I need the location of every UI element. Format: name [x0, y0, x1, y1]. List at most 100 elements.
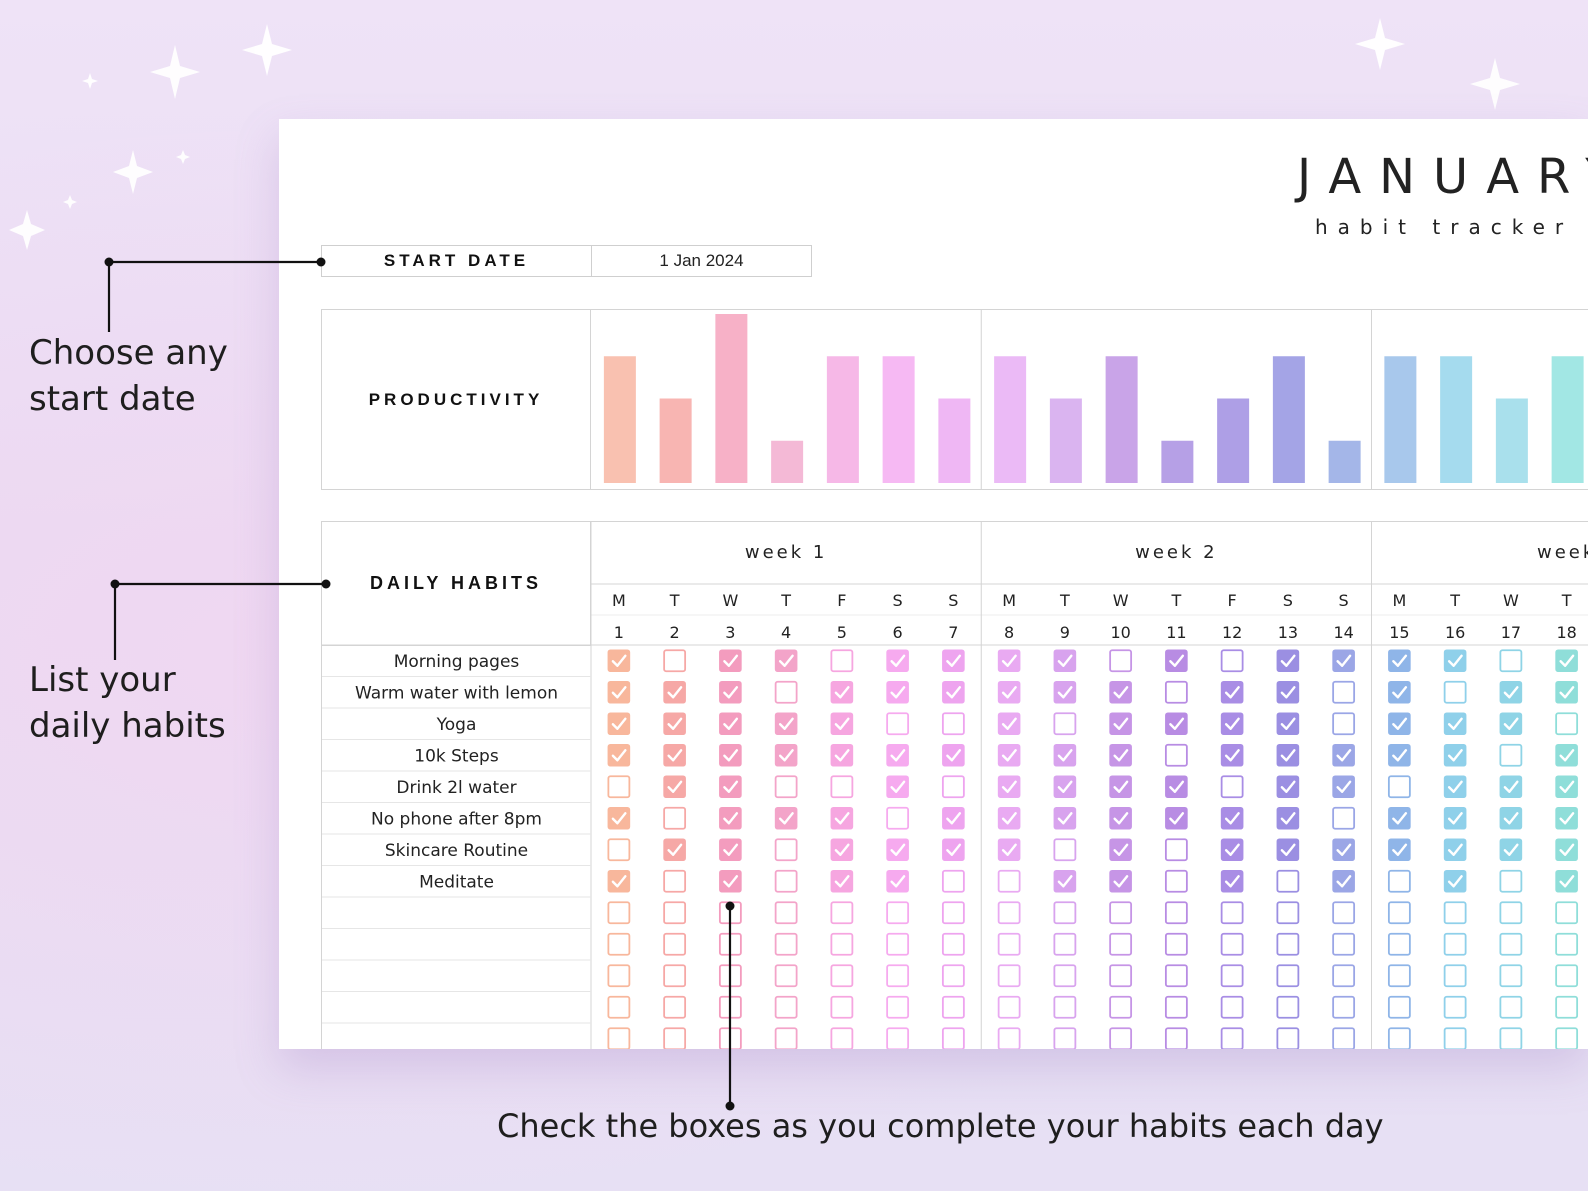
habit-checkbox[interactable] — [941, 869, 965, 893]
habit-checkbox[interactable] — [774, 932, 798, 956]
productivity-bar[interactable] — [603, 356, 636, 483]
habit-checkbox[interactable] — [997, 649, 1021, 673]
habit-checkbox[interactable] — [886, 869, 909, 893]
habit-checkbox[interactable] — [663, 901, 687, 925]
habit-checkbox[interactable] — [830, 743, 854, 767]
habit-checkbox[interactable] — [607, 901, 631, 925]
productivity-bar[interactable] — [994, 356, 1027, 483]
habit-checkbox[interactable] — [719, 838, 742, 862]
productivity-bar[interactable] — [1384, 356, 1417, 483]
habit-checkbox[interactable] — [1443, 932, 1467, 956]
start-date-field[interactable]: 1 Jan 2024 — [659, 251, 744, 270]
habit-checkbox[interactable] — [663, 932, 687, 956]
habit-checkbox[interactable] — [1387, 1027, 1411, 1049]
habit-checkbox[interactable] — [886, 806, 910, 830]
habit-checkbox[interactable] — [997, 680, 1021, 704]
habit-checkbox[interactable] — [1499, 680, 1523, 704]
habit-checkbox[interactable] — [774, 838, 798, 862]
habit-checkbox[interactable] — [1276, 649, 1300, 673]
habit-checkbox[interactable] — [607, 1027, 631, 1049]
habit-checkbox[interactable] — [1053, 901, 1077, 925]
habit-checkbox[interactable] — [1499, 838, 1523, 862]
habit-checkbox[interactable] — [1443, 964, 1467, 988]
habit-checkbox[interactable] — [1555, 838, 1578, 862]
habit-checkbox[interactable] — [719, 680, 742, 704]
habit-checkbox[interactable] — [719, 869, 742, 893]
habit-checkbox[interactable] — [1443, 806, 1467, 830]
habit-checkbox[interactable] — [718, 932, 742, 956]
habit-checkbox[interactable] — [774, 1027, 798, 1049]
habit-checkbox[interactable] — [719, 712, 742, 736]
habit-checkbox[interactable] — [1443, 712, 1467, 736]
habit-checkbox[interactable] — [1388, 806, 1411, 830]
habit-checkbox[interactable] — [886, 838, 909, 862]
habit-checkbox[interactable] — [1220, 743, 1244, 767]
habit-checkbox[interactable] — [1499, 964, 1523, 988]
habit-checkbox[interactable] — [1388, 649, 1411, 673]
habit-checkbox[interactable] — [1164, 838, 1188, 862]
habit-checkbox[interactable] — [1388, 680, 1411, 704]
habit-checkbox[interactable] — [886, 775, 909, 799]
habit-checkbox[interactable] — [607, 838, 631, 862]
habit-checkbox[interactable] — [1220, 680, 1244, 704]
habit-checkbox[interactable] — [607, 649, 631, 673]
productivity-bar[interactable] — [826, 356, 859, 483]
productivity-bar[interactable] — [771, 440, 804, 483]
habit-name[interactable]: Drink 2l water — [396, 778, 516, 798]
productivity-bar[interactable] — [938, 398, 971, 484]
habit-checkbox[interactable] — [774, 680, 798, 704]
habit-checkbox[interactable] — [1555, 932, 1579, 956]
habit-checkbox[interactable] — [774, 869, 798, 893]
habit-checkbox[interactable] — [1220, 995, 1244, 1019]
habit-checkbox[interactable] — [1332, 680, 1356, 704]
habit-name[interactable]: No phone after 8pm — [371, 809, 542, 829]
habit-checkbox[interactable] — [1388, 743, 1411, 767]
productivity-bar[interactable] — [1217, 398, 1250, 484]
habit-checkbox[interactable] — [830, 775, 854, 799]
habit-checkbox[interactable] — [663, 806, 687, 830]
habit-checkbox[interactable] — [830, 995, 854, 1019]
productivity-bar[interactable] — [715, 314, 748, 483]
productivity-bar[interactable] — [882, 356, 915, 483]
habit-checkbox[interactable] — [774, 712, 798, 736]
habit-checkbox[interactable] — [1109, 901, 1133, 925]
habit-checkbox[interactable] — [1276, 838, 1300, 862]
habit-checkbox[interactable] — [830, 901, 854, 925]
habit-checkbox[interactable] — [886, 1027, 910, 1049]
habit-checkbox[interactable] — [663, 869, 687, 893]
habit-checkbox[interactable] — [941, 995, 965, 1019]
habit-checkbox[interactable] — [1165, 712, 1188, 736]
habit-checkbox[interactable] — [1164, 743, 1188, 767]
habit-checkbox[interactable] — [1109, 869, 1132, 893]
habit-checkbox[interactable] — [1443, 869, 1467, 893]
habit-checkbox[interactable] — [1443, 649, 1467, 673]
habit-checkbox[interactable] — [1276, 743, 1300, 767]
habit-checkbox[interactable] — [886, 901, 910, 925]
habit-checkbox[interactable] — [942, 838, 965, 862]
habit-checkbox[interactable] — [718, 901, 742, 925]
habit-checkbox[interactable] — [886, 649, 909, 673]
productivity-bar[interactable] — [1440, 356, 1473, 483]
habit-checkbox[interactable] — [941, 964, 965, 988]
habit-checkbox[interactable] — [1053, 995, 1077, 1019]
habit-checkbox[interactable] — [1053, 964, 1077, 988]
habit-checkbox[interactable] — [942, 743, 965, 767]
habit-checkbox[interactable] — [1387, 995, 1411, 1019]
habit-name[interactable]: Warm water with lemon — [355, 683, 558, 703]
habit-checkbox[interactable] — [1109, 806, 1132, 830]
productivity-bar[interactable] — [1328, 440, 1361, 483]
habit-checkbox[interactable] — [607, 712, 631, 736]
habit-checkbox[interactable] — [997, 712, 1021, 736]
habit-checkbox[interactable] — [1053, 649, 1077, 673]
habit-name[interactable]: Meditate — [419, 872, 494, 892]
habit-checkbox[interactable] — [1220, 806, 1244, 830]
habit-checkbox[interactable] — [1555, 712, 1579, 736]
habit-checkbox[interactable] — [1387, 964, 1411, 988]
habit-checkbox[interactable] — [1499, 932, 1523, 956]
habit-checkbox[interactable] — [1109, 712, 1132, 736]
habit-checkbox[interactable] — [1220, 838, 1244, 862]
habit-checkbox[interactable] — [663, 680, 686, 704]
habit-checkbox[interactable] — [830, 680, 854, 704]
habit-checkbox[interactable] — [997, 869, 1021, 893]
habit-checkbox[interactable] — [1499, 869, 1523, 893]
